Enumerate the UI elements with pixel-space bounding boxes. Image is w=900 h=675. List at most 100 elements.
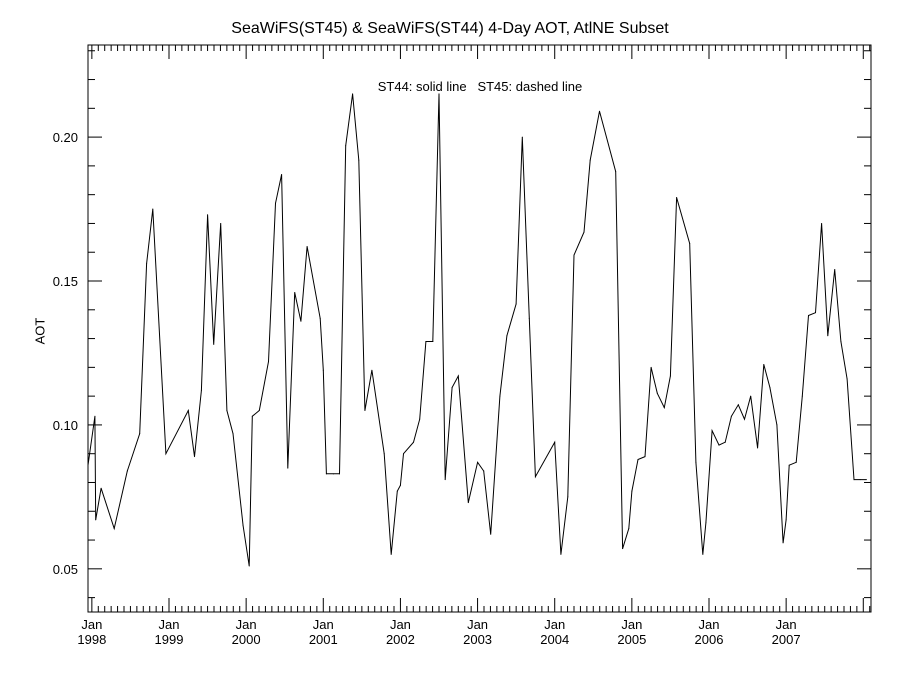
data-point: [95, 519, 97, 521]
data-point: [711, 430, 713, 432]
data-point: [705, 522, 707, 524]
data-point: [352, 93, 354, 95]
data-point: [220, 222, 222, 224]
data-point: [695, 461, 697, 463]
data-point: [644, 456, 646, 458]
x-tick-label-month: Jan: [621, 617, 642, 632]
series-layer: [87, 93, 867, 567]
data-point: [187, 410, 189, 412]
x-tick-label-year: 2000: [232, 632, 261, 647]
x-tick-label-month: Jan: [699, 617, 720, 632]
data-point: [403, 453, 405, 455]
data-point: [322, 369, 324, 371]
data-point: [281, 174, 283, 176]
x-axis-ticks: Jan1998Jan1999Jan2000Jan2001Jan2002Jan20…: [77, 45, 871, 647]
data-point: [152, 208, 154, 210]
data-point: [193, 456, 195, 458]
data-point: [615, 171, 617, 173]
data-point: [483, 470, 485, 472]
data-point: [300, 320, 302, 322]
x-tick-label-month: Jan: [776, 617, 797, 632]
data-point: [859, 479, 861, 481]
data-point: [364, 410, 366, 412]
data-point: [628, 528, 630, 530]
data-point: [425, 340, 427, 342]
x-tick-label-month: Jan: [544, 617, 565, 632]
data-point: [567, 496, 569, 498]
data-point: [248, 565, 250, 567]
data-point: [139, 433, 141, 435]
data-point: [287, 467, 289, 469]
data-point: [598, 110, 600, 112]
data-point: [232, 433, 234, 435]
data-point: [274, 202, 276, 204]
data-point: [419, 418, 421, 420]
data-point: [788, 464, 790, 466]
data-point: [432, 340, 434, 342]
data-point: [226, 410, 228, 412]
data-point: [650, 366, 652, 368]
data-point: [242, 525, 244, 527]
data-point: [94, 415, 96, 417]
data-point: [702, 553, 704, 555]
data-point: [113, 528, 115, 530]
x-tick-label-year: 2003: [463, 632, 492, 647]
x-tick-label-year: 2005: [617, 632, 646, 647]
x-tick-label-month: Jan: [390, 617, 411, 632]
data-point: [100, 487, 102, 489]
x-tick-label-month: Jan: [313, 617, 334, 632]
x-tick-label-year: 2001: [309, 632, 338, 647]
data-point: [737, 404, 739, 406]
data-point: [126, 470, 128, 472]
y-axis-ticks: 0.05 0.10 0.15 0.20: [53, 50, 871, 599]
data-point: [757, 447, 759, 449]
data-point: [213, 343, 215, 345]
x-tick-label-month: Jan: [81, 617, 102, 632]
y-tick-label: 0.05: [53, 562, 78, 577]
data-point: [560, 553, 562, 555]
plot-frame: [87, 44, 872, 613]
data-point: [865, 479, 867, 481]
y-tick-label: 0.10: [53, 418, 78, 433]
data-point: [207, 214, 209, 216]
data-point: [840, 340, 842, 342]
data-point: [763, 363, 765, 365]
data-point: [251, 415, 253, 417]
data-point: [814, 312, 816, 314]
data-point: [637, 458, 639, 460]
data-point: [782, 542, 784, 544]
data-point: [689, 243, 691, 245]
data-point: [457, 375, 459, 377]
data-point: [490, 533, 492, 535]
data-point: [383, 453, 385, 455]
data-point: [724, 441, 726, 443]
data-point: [200, 389, 202, 391]
data-point: [656, 392, 658, 394]
x-tick-label-year: 2002: [386, 632, 415, 647]
data-point: [730, 415, 732, 417]
data-point: [438, 93, 440, 95]
data-point: [268, 361, 270, 363]
y-tick-label: 0.15: [53, 274, 78, 289]
data-point: [294, 292, 296, 294]
line-style-legend: ST44: solid line ST45: dashed line: [377, 79, 583, 94]
data-point: [451, 387, 453, 389]
data-point: [345, 145, 347, 147]
data-point: [338, 473, 340, 475]
data-point: [396, 490, 398, 492]
data-point: [332, 473, 334, 475]
data-point: [506, 335, 508, 337]
x-tick-label-year: 2006: [695, 632, 724, 647]
data-point: [554, 441, 556, 443]
data-point: [87, 464, 89, 466]
data-point: [358, 159, 360, 161]
data-point: [521, 136, 523, 138]
x-tick-label-year: 1999: [155, 632, 184, 647]
data-point: [319, 317, 321, 319]
data-point: [499, 395, 501, 397]
data-point: [750, 395, 752, 397]
data-point: [534, 476, 536, 478]
x-tick-label-month: Jan: [236, 617, 257, 632]
data-point: [573, 254, 575, 256]
x-tick-label-year: 2007: [772, 632, 801, 647]
